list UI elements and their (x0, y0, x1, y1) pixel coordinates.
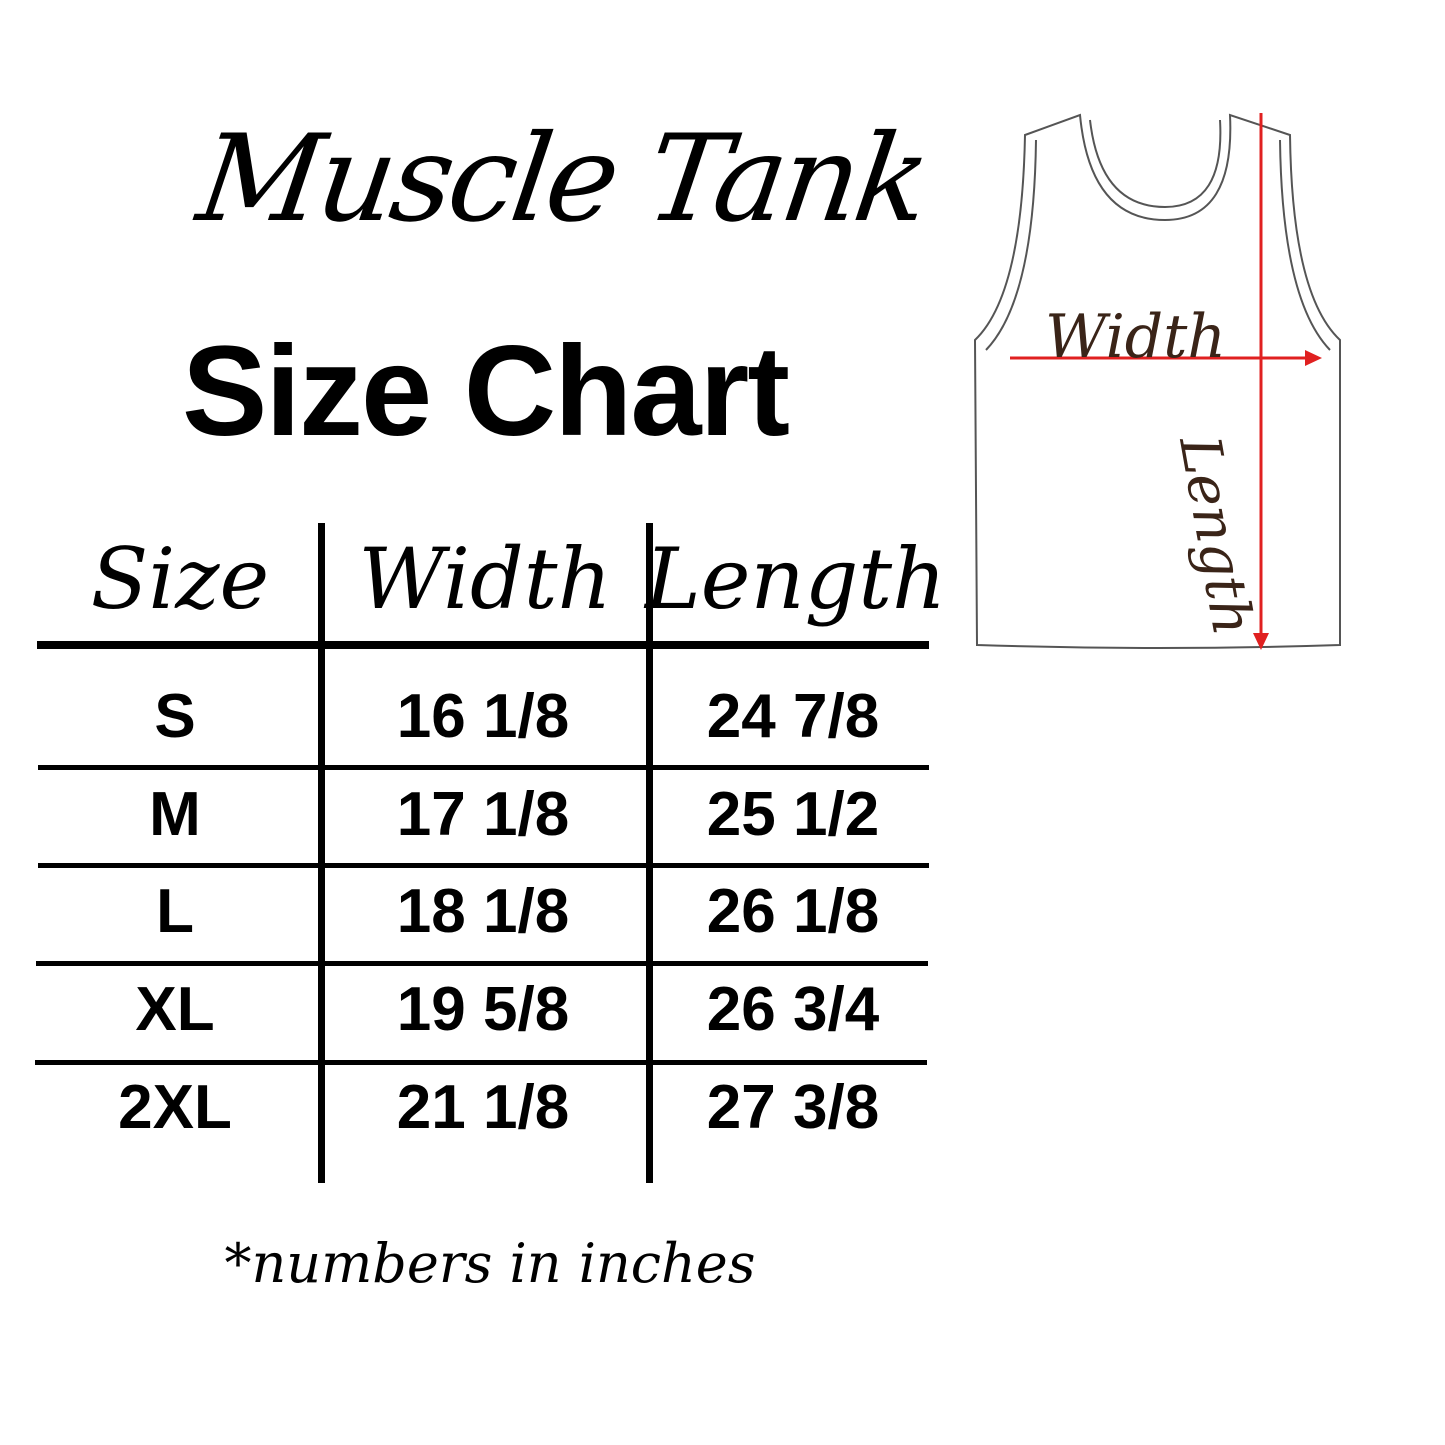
header-length: Length (645, 530, 947, 628)
cell-length: 25 1/2 (706, 780, 880, 849)
column-divider (646, 523, 653, 1183)
length-arrow (1253, 113, 1269, 650)
tank-outline (973, 113, 1341, 649)
cell-length: 26 1/8 (706, 877, 880, 946)
cell-width: 17 1/8 (396, 780, 570, 849)
row-divider (38, 765, 929, 770)
footnote: *numbers in inches (224, 1232, 756, 1295)
length-label: Length (1166, 430, 1265, 640)
cell-width: 16 1/8 (396, 682, 570, 751)
cell-length: 27 3/8 (706, 1073, 880, 1142)
width-label: Width (1045, 302, 1226, 372)
title-script: Muscle Tank (190, 110, 935, 249)
width-arrow (1010, 350, 1322, 366)
cell-width: 19 5/8 (396, 975, 570, 1044)
column-divider (318, 523, 325, 1183)
cell-length: 26 3/4 (706, 975, 880, 1044)
cell-size: S (154, 682, 196, 751)
row-divider (35, 1060, 927, 1065)
cell-size: XL (135, 975, 215, 1044)
cell-width: 18 1/8 (396, 877, 570, 946)
cell-width: 21 1/8 (396, 1073, 570, 1142)
header-width: Width (358, 530, 612, 628)
cell-length: 24 7/8 (706, 682, 880, 751)
row-divider (38, 863, 929, 868)
page-title: Size Chart (182, 320, 790, 463)
cell-size: 2XL (118, 1073, 232, 1142)
tank-diagram: Width Length (973, 113, 1341, 650)
cell-size: M (149, 780, 201, 849)
header-size: Size (90, 530, 270, 628)
cell-size: L (156, 877, 194, 946)
header-divider (37, 641, 929, 649)
row-divider (36, 961, 928, 966)
